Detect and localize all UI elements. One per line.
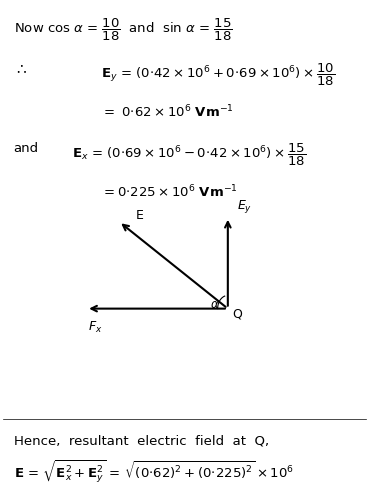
Text: $= 0{\cdot}225 \times 10^6 \ \mathbf{Vm}^{-1}$: $= 0{\cdot}225 \times 10^6 \ \mathbf{Vm}… xyxy=(101,184,238,200)
Text: $= \ 0{\cdot}62 \times 10^6 \ \mathbf{Vm}^{-1}$: $= \ 0{\cdot}62 \times 10^6 \ \mathbf{Vm… xyxy=(101,104,234,121)
Text: $\therefore$: $\therefore$ xyxy=(13,61,27,77)
Text: $\mathbf{E}_{y}$ = $\left(0{\cdot}42 \times 10^6 + 0{\cdot}69 \times 10^6\right): $\mathbf{E}_{y}$ = $\left(0{\cdot}42 \ti… xyxy=(101,61,335,88)
Text: Now cos $\alpha$ = $\dfrac{10}{18}$  and  sin $\alpha$ = $\dfrac{15}{18}$: Now cos $\alpha$ = $\dfrac{10}{18}$ and … xyxy=(13,17,232,43)
Text: $\mathbf{E}_{x}$ = $\left(0{\cdot}69 \times 10^6 - 0{\cdot}42 \times 10^6\right): $\mathbf{E}_{x}$ = $\left(0{\cdot}69 \ti… xyxy=(72,141,306,168)
Text: E: E xyxy=(135,209,143,221)
Text: Hence,  resultant  electric  field  at  Q,: Hence, resultant electric field at Q, xyxy=(13,435,269,448)
Text: $F_x$: $F_x$ xyxy=(88,320,102,334)
Text: and: and xyxy=(13,141,39,155)
Text: $E_y$: $E_y$ xyxy=(237,198,252,216)
Text: $\alpha$: $\alpha$ xyxy=(210,299,219,311)
Text: Q: Q xyxy=(233,308,243,321)
Text: $\mathbf{E}$ = $\sqrt{\mathbf{E}_x^2 + \mathbf{E}_y^2}$ = $\sqrt{(0{\cdot}62)^2 : $\mathbf{E}$ = $\sqrt{\mathbf{E}_x^2 + \… xyxy=(13,459,294,486)
